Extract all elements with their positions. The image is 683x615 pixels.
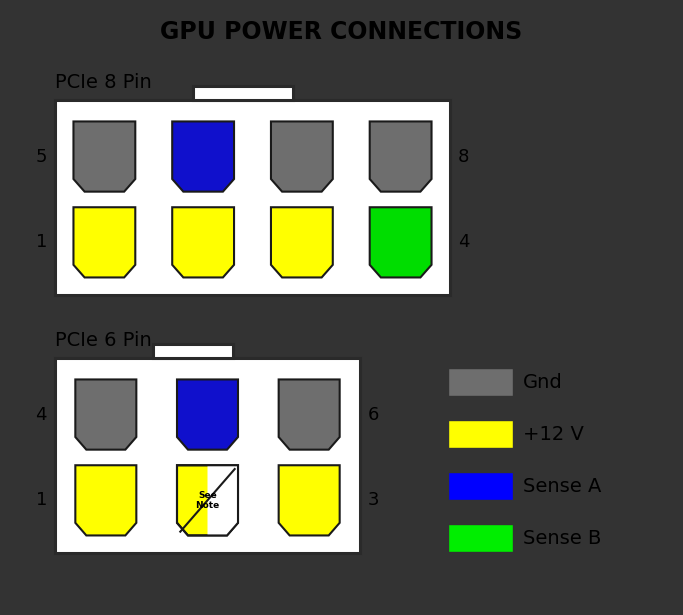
Polygon shape (370, 121, 432, 192)
Bar (448, 420, 513, 448)
Polygon shape (172, 207, 234, 277)
Text: PCIe 6 Pin: PCIe 6 Pin (55, 330, 152, 349)
Text: 4: 4 (36, 405, 47, 424)
Text: +12 V: +12 V (523, 424, 584, 443)
Text: 3: 3 (368, 491, 380, 509)
Text: Sense A: Sense A (523, 477, 601, 496)
Text: 4: 4 (458, 233, 469, 252)
Polygon shape (177, 379, 238, 450)
Bar (448, 524, 513, 552)
Text: PCIe 8 Pin: PCIe 8 Pin (55, 73, 152, 92)
Text: GPU POWER CONNECTIONS: GPU POWER CONNECTIONS (160, 20, 522, 44)
Polygon shape (279, 379, 339, 450)
Text: See
Note: See Note (195, 491, 220, 510)
Text: 1: 1 (36, 233, 47, 252)
Polygon shape (271, 121, 333, 192)
Polygon shape (74, 121, 135, 192)
Polygon shape (172, 121, 234, 192)
Polygon shape (177, 466, 238, 536)
Text: 6: 6 (368, 405, 379, 424)
Bar (152, 344, 232, 358)
Polygon shape (75, 466, 137, 536)
Polygon shape (75, 379, 137, 450)
Polygon shape (208, 466, 238, 536)
Text: 5: 5 (36, 148, 47, 165)
Polygon shape (74, 207, 135, 277)
Text: Gnd: Gnd (523, 373, 563, 392)
Bar (55, 358, 360, 553)
Polygon shape (271, 207, 333, 277)
Bar (448, 368, 513, 396)
Text: 1: 1 (36, 491, 47, 509)
Bar (55, 100, 450, 295)
Text: Sense B: Sense B (523, 528, 601, 547)
Bar (193, 86, 292, 100)
Polygon shape (370, 207, 432, 277)
Bar (448, 472, 513, 500)
Text: 8: 8 (458, 148, 469, 165)
Polygon shape (279, 466, 339, 536)
